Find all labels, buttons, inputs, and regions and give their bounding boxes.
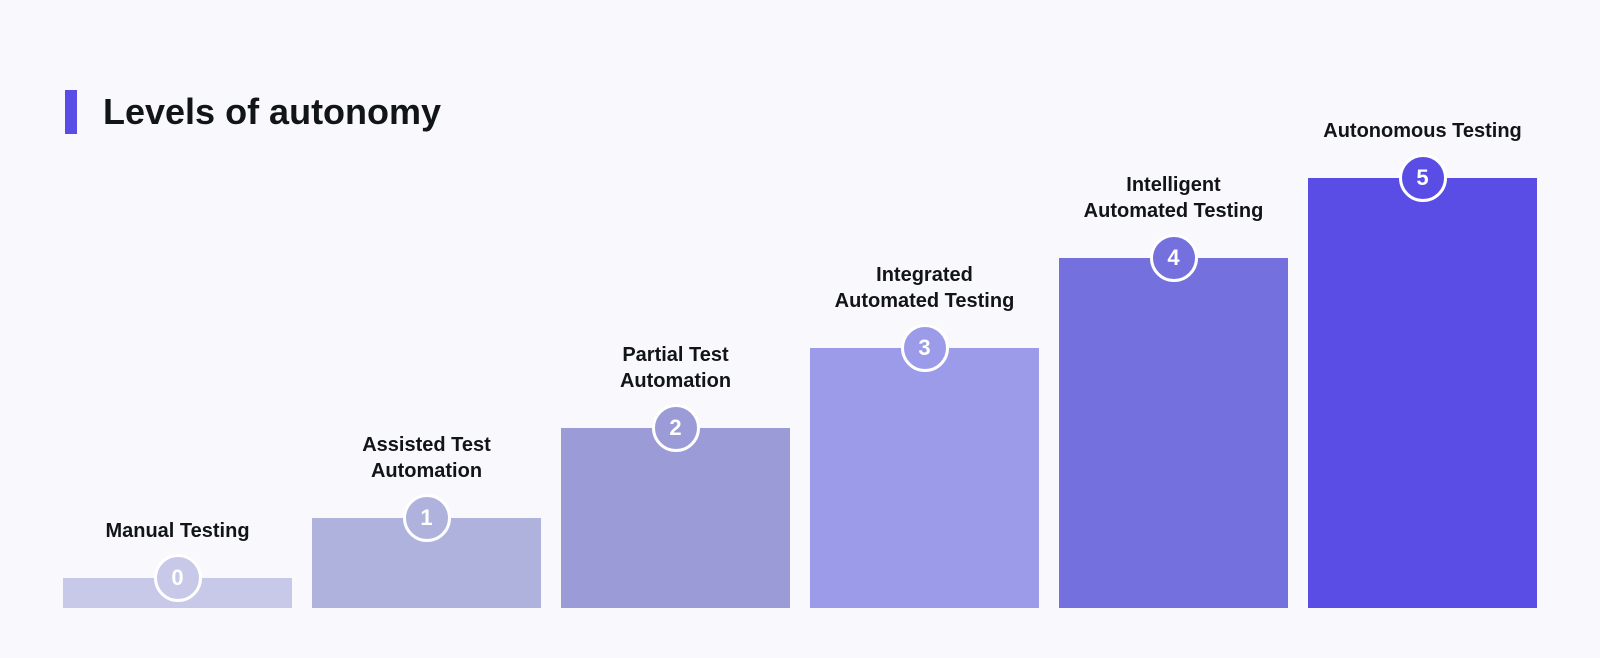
bar-fill — [561, 428, 790, 608]
bar-fill — [810, 348, 1039, 608]
level-badge: 0 — [154, 554, 202, 602]
bar-fill — [1308, 178, 1537, 608]
bar-body: 1 — [312, 518, 541, 608]
bar-column: Integrated Automated Testing 3 — [810, 262, 1039, 608]
bar-column: Autonomous Testing 5 — [1308, 118, 1537, 608]
level-badge: 3 — [901, 324, 949, 372]
level-badge: 2 — [652, 404, 700, 452]
bar-label: Partial Test Automation — [620, 342, 731, 394]
level-badge: 4 — [1150, 234, 1198, 282]
bar-fill — [1059, 258, 1288, 608]
autonomy-bar-chart: Manual Testing 0 Assisted Test Automation 1… — [63, 178, 1537, 608]
bar-body: 0 — [63, 578, 292, 608]
bar-column: Intelligent Automated Testing 4 — [1059, 172, 1288, 608]
level-badge: 5 — [1399, 154, 1447, 202]
bar-label: Intelligent Automated Testing — [1084, 172, 1264, 224]
title-accent-bar — [65, 90, 77, 134]
bar-label: Integrated Automated Testing — [835, 262, 1015, 314]
chart-title: Levels of autonomy — [103, 91, 441, 133]
level-badge: 1 — [403, 494, 451, 542]
bar-column: Partial Test Automation 2 — [561, 342, 790, 608]
bar-column: Manual Testing 0 — [63, 518, 292, 608]
bar-column: Assisted Test Automation 1 — [312, 432, 541, 608]
bar-body: 5 — [1308, 178, 1537, 608]
bar-body: 4 — [1059, 258, 1288, 608]
bar-body: 3 — [810, 348, 1039, 608]
bar-label: Autonomous Testing — [1323, 118, 1522, 144]
bar-label: Assisted Test Automation — [362, 432, 491, 484]
bar-body: 2 — [561, 428, 790, 608]
chart-title-wrap: Levels of autonomy — [65, 90, 441, 134]
bar-label: Manual Testing — [105, 518, 249, 544]
